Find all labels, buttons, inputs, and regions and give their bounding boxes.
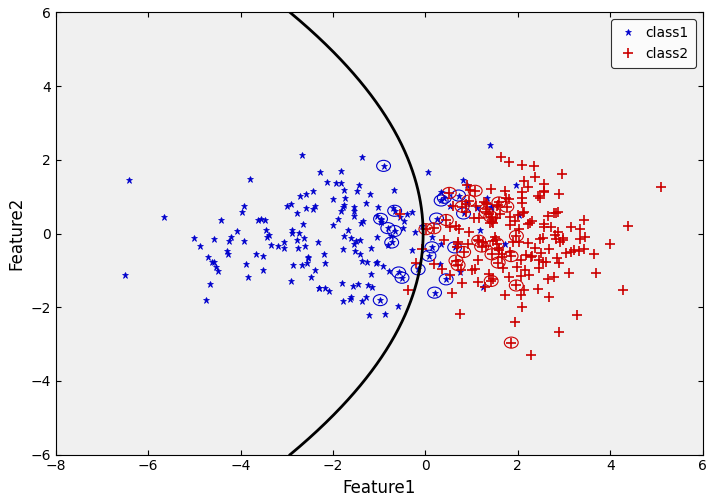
- Line: class2: class2: [395, 152, 666, 360]
- class2: [466, 187, 474, 194]
- class1: [486, 142, 495, 148]
- class2: [513, 264, 521, 270]
- Y-axis label: Feature2: Feature2: [7, 197, 25, 270]
- Legend: class1, class2: class1, class2: [610, 19, 695, 68]
- class1: [210, 259, 218, 265]
- class1: [213, 269, 222, 275]
- class1: [347, 294, 356, 300]
- class1: [357, 258, 366, 264]
- class1: [223, 248, 231, 255]
- Line: class1: class1: [121, 142, 523, 319]
- class1: [288, 227, 296, 233]
- class2: [496, 154, 505, 160]
- class2: [459, 249, 468, 255]
- X-axis label: Feature1: Feature1: [343, 479, 416, 497]
- class2: [527, 352, 536, 358]
- class1: [338, 280, 346, 286]
- class2: [486, 220, 494, 226]
- class1: [365, 312, 373, 318]
- class2: [540, 180, 548, 186]
- class2: [540, 189, 548, 195]
- class2: [452, 223, 461, 229]
- class1: [298, 262, 306, 268]
- class2: [551, 236, 560, 242]
